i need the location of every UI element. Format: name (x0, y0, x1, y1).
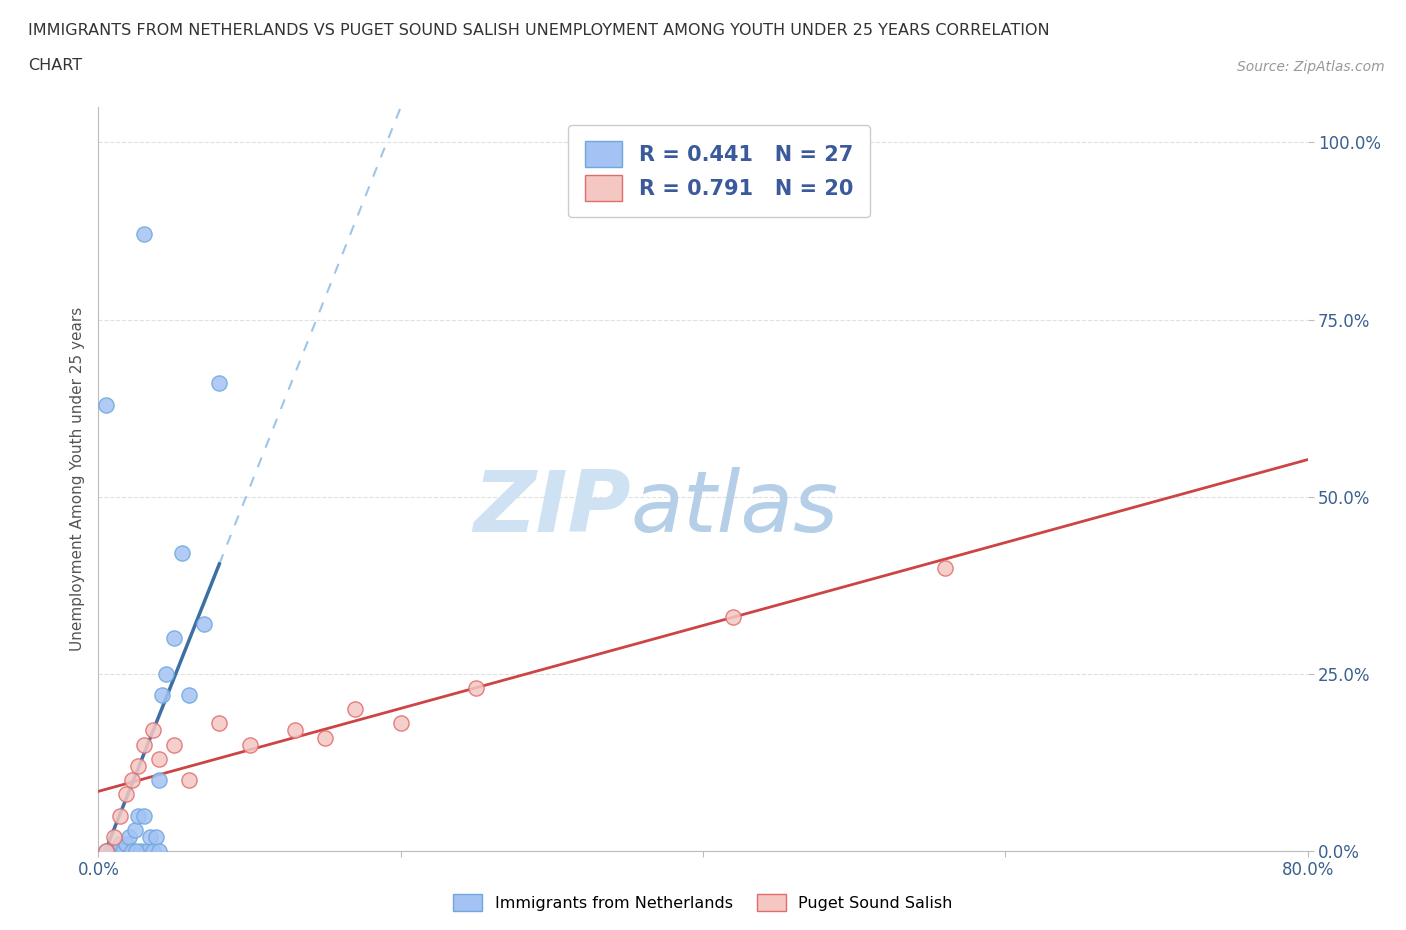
Point (170, 546, 193, 561)
Point (127, 808, 149, 823)
Point (344, 702, 367, 717)
Point (132, 737, 155, 752)
Point (108, 836, 131, 851)
Point (129, 844, 152, 858)
Point (103, 844, 125, 858)
Legend: Immigrants from Netherlands, Puget Sound Salish: Immigrants from Netherlands, Puget Sound… (447, 887, 959, 917)
Point (148, 773, 170, 788)
Point (148, 844, 170, 858)
Legend: R = 0.441   N = 27, R = 0.791   N = 20: R = 0.441 N = 27, R = 0.791 N = 20 (568, 125, 870, 218)
Point (465, 681, 488, 696)
Point (114, 836, 136, 851)
Point (389, 716, 412, 731)
Point (121, 773, 143, 788)
Point (284, 723, 307, 737)
Point (121, 844, 143, 858)
Point (155, 667, 177, 682)
Point (142, 844, 165, 858)
Point (193, 617, 215, 631)
Point (132, 808, 155, 823)
Point (208, 716, 231, 731)
Point (314, 730, 336, 745)
Point (100, 844, 122, 858)
Point (94, 844, 117, 858)
Point (127, 759, 149, 774)
Point (148, 751, 170, 766)
Point (125, 844, 148, 858)
Point (934, 560, 956, 575)
Text: CHART: CHART (28, 58, 82, 73)
Point (103, 830, 125, 844)
Point (179, 687, 201, 702)
Point (723, 610, 745, 625)
Point (163, 737, 186, 752)
Point (179, 773, 201, 788)
Point (124, 822, 146, 837)
Point (139, 830, 162, 844)
Point (118, 830, 141, 844)
Point (94, 844, 117, 858)
Text: IMMIGRANTS FROM NETHERLANDS VS PUGET SOUND SALISH UNEMPLOYMENT AMONG YOUTH UNDER: IMMIGRANTS FROM NETHERLANDS VS PUGET SOU… (28, 23, 1050, 38)
Point (208, 376, 231, 391)
Text: atlas: atlas (630, 467, 838, 551)
Y-axis label: Unemployment Among Youth under 25 years: Unemployment Among Youth under 25 years (69, 307, 84, 651)
Point (150, 687, 173, 702)
Point (239, 737, 262, 752)
Point (111, 844, 134, 858)
Point (135, 844, 157, 858)
Point (163, 631, 186, 645)
Text: Source: ZipAtlas.com: Source: ZipAtlas.com (1237, 60, 1385, 74)
Point (108, 808, 131, 823)
Point (105, 844, 128, 858)
Point (142, 723, 165, 737)
Text: ZIP: ZIP (472, 467, 630, 551)
Point (145, 830, 167, 844)
Point (94, 397, 117, 412)
Point (114, 787, 136, 802)
Point (132, 227, 155, 242)
